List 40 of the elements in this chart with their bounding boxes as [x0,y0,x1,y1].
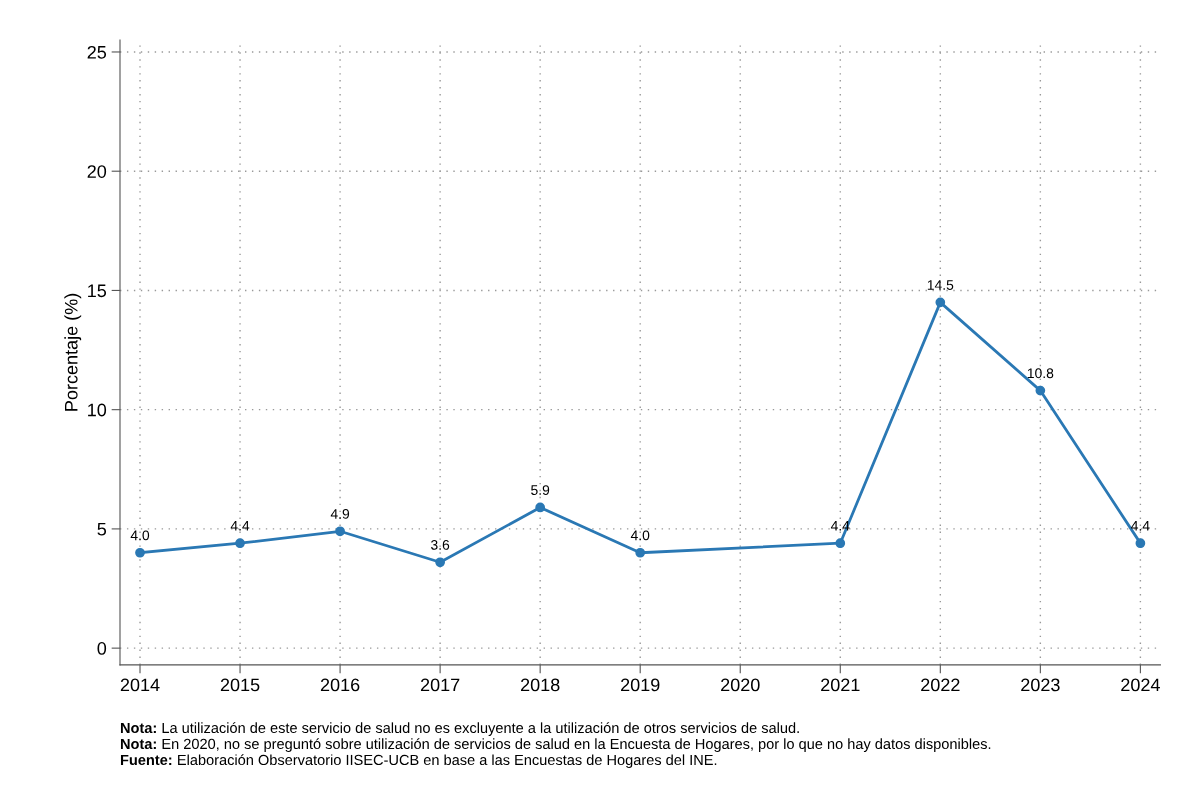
data-label: 4.0 [130,530,150,541]
data-label: 4.0 [630,530,650,541]
text: Nota: En 2020, no se preguntó sobre utilización de servicios de salud en la Encuesta de Hogares, por lo que no hay datos disponibles. [120,738,991,752]
x-tick-label: 2014 [120,678,160,692]
point [135,547,145,558]
point [635,547,646,558]
point [335,526,345,537]
point [1135,538,1146,549]
y-tick-label: 25 [87,45,107,59]
x-tick-label: 2018 [520,678,560,692]
data-label: 10.8 [1027,368,1054,379]
point [235,538,245,549]
x-tick-label: 2015 [220,678,260,692]
point [535,502,546,513]
point [1035,385,1046,396]
source-note: Fuente: Elaboración Observatorio IISEC-UCB en base a las Encuestas de Hogares del INE. [120,754,717,768]
point [435,557,445,568]
y-tick-label: 5 [97,523,107,536]
x-tick-label: 2022 [921,678,960,692]
data-label: 14.5 [927,280,954,290]
data-label: 5.9 [531,485,550,495]
x-tick-label: 2016 [320,678,360,692]
point [935,297,946,308]
x-tick-label: 2020 [721,678,760,692]
x-tick-label: 2024 [1121,678,1160,692]
text: Nota: La utilización de este servicio de salud no es excluyente a la utilización de otros servicios de salud. [120,722,799,736]
x-tick-label: 2021 [821,678,860,692]
y-tick-label: 15 [88,284,107,298]
data-label: 4.9 [330,508,350,519]
x-tick-label: 2023 [1021,678,1060,692]
data-label: 4.4 [230,521,250,531]
y-tick-label: 10 [88,403,107,417]
data-label: 3.6 [431,539,450,550]
point [835,538,846,549]
data-label: 4.4 [1131,521,1150,531]
y-tick-label: 0 [97,642,107,655]
x-tick-label: 2019 [621,678,660,692]
x-tick-label: 2017 [420,678,460,692]
y-tick-label: 20 [87,165,107,178]
y-axis-title: Porcentaje (%) [64,293,82,411]
